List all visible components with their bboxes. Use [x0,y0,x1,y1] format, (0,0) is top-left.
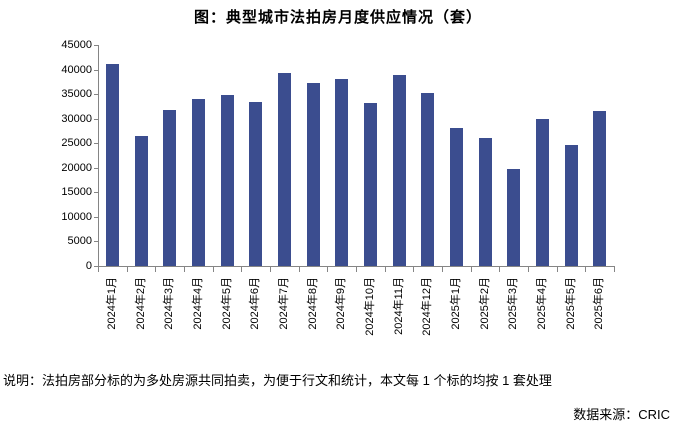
x-axis-tick [270,267,271,272]
y-axis-tick-label: 35000 [61,88,92,101]
y-axis-tick-label: 10000 [61,210,92,223]
y-axis-tick [94,69,98,71]
bar [593,111,607,266]
bar [105,64,119,266]
x-axis-tick [155,267,157,272]
x-axis-tick [212,267,214,272]
x-axis-tick-label-text: 2025年1月 [449,277,462,330]
bar [191,99,205,266]
y-axis-tick-label: 45000 [61,39,92,51]
bar [134,135,148,266]
x-axis-tick [384,267,386,272]
chart-title: 图：典型城市法拍房月度供应情况（套） [193,9,482,26]
y-axis-tick [94,216,98,218]
x-axis-tick-label-text: 2024年7月 [277,277,290,330]
x-axis-tick-label-text: 2024年3月 [163,277,176,330]
x-axis-tick-label-text: 2024年2月 [134,277,147,330]
bar [363,103,377,266]
y-axis-tick-label: 40000 [61,63,92,76]
x-axis-tick-label-text: 2024年10月 [363,277,376,336]
bar [507,169,521,266]
x-axis-tick [356,267,357,272]
bar [249,102,263,266]
x-axis-tick-label-text: 2024年11月 [392,277,405,335]
bar [449,127,463,266]
y-axis-tick-label: 5000 [67,235,92,248]
x-axis-tick-label-text: 2024年6月 [249,277,262,330]
x-axis-tick-label-text: 2025年2月 [478,277,491,330]
x-axis-line [98,266,615,267]
chart-footnote: 说明：法拍房部分标的为多处房源共同拍卖，为便于行文和统计，本文每 1 个标的均按… [3,373,552,388]
x-axis-tick [556,267,558,272]
y-axis-tick-label: 0 [85,260,92,272]
x-axis-tick [470,267,472,272]
x-axis-tick [528,267,529,272]
x-axis-tick [98,267,99,272]
x-axis-tick [413,267,415,272]
bar [163,109,177,266]
x-axis-tick-label-text: 2024年8月 [306,277,319,330]
bar [478,137,492,266]
y-axis-tick [94,266,98,267]
y-axis-tick-label: 20000 [61,161,92,174]
y-axis-line [98,45,99,267]
x-axis-tick [442,267,443,272]
x-axis-tick-label-text: 2024年5月 [220,277,233,330]
x-axis-tick [585,267,587,272]
x-axis-tick-label-text: 2025年5月 [564,277,577,330]
bar [535,118,549,266]
x-axis-tick-label-text: 2025年3月 [507,277,520,330]
y-axis-tick [94,118,98,120]
bar [277,72,291,266]
x-axis-tick [126,267,128,272]
x-axis-tick [184,267,185,272]
x-axis-tick-label-text: 2024年1月 [105,277,118,330]
x-axis-tick [241,267,243,272]
bar [306,83,320,266]
y-axis-tick [94,241,98,243]
x-axis-tick [614,267,615,272]
y-axis-tick [94,167,98,169]
y-axis-tick-label: 25000 [61,137,92,150]
y-axis-tick [94,45,98,46]
bar [335,79,349,266]
y-axis-tick [94,94,98,96]
bar [564,144,578,266]
x-axis-tick-label-text: 2024年9月 [335,277,348,330]
x-axis-tick-label-text: 2024年12月 [421,277,434,336]
y-axis-tick [94,192,98,194]
x-axis-tick [298,267,300,272]
x-axis-tick-label-text: 2025年4月 [535,277,548,330]
bar [392,75,406,266]
x-axis-tick-label-text: 2025年6月 [593,277,606,330]
y-axis-tick [94,143,98,145]
data-source-label: 数据来源：CRIC [573,407,670,422]
x-axis-tick [327,267,329,272]
y-axis-tick-label: 15000 [61,186,92,199]
bar [220,94,234,266]
y-axis-tick-label: 30000 [61,112,92,125]
x-axis-tick-label-text: 2024年4月 [191,277,204,330]
x-axis-tick [499,267,501,272]
bar [421,92,435,266]
